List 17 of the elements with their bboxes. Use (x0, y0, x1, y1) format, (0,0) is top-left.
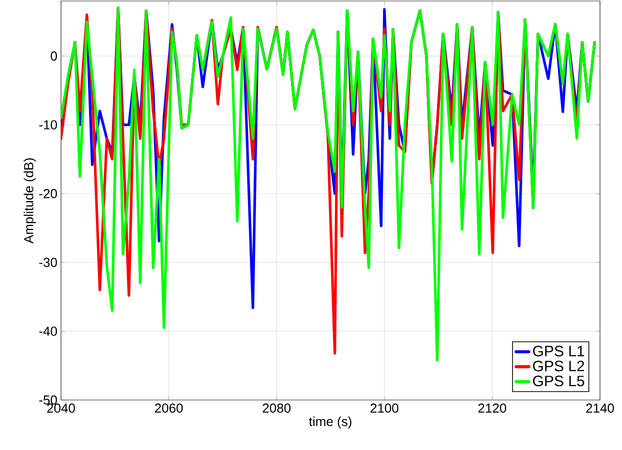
y-tick-label: -20 (39, 189, 57, 198)
x-tick-label: 2100 (370, 404, 398, 413)
x-axis-title: time (s) (309, 416, 352, 429)
y-tick-label: -50 (39, 395, 57, 405)
y-tick-label: -30 (39, 258, 57, 268)
y-tick-label: -40 (39, 326, 57, 336)
legend-label: GPS L5 (533, 376, 584, 386)
y-axis-title: Amplitude (dB) (24, 158, 36, 244)
x-tick-label: 2120 (478, 404, 506, 413)
x-tick-label: 2040 (47, 404, 75, 413)
y-tick-label: 0 (50, 51, 57, 61)
x-tick-label: 2060 (154, 404, 183, 413)
legend-label: GPS L1 (533, 346, 584, 356)
x-tick-label: 2140 (586, 404, 614, 413)
x-tick-label: 2080 (262, 404, 291, 413)
legend-label: GPS L2 (533, 360, 584, 372)
y-tick-label: -10 (39, 120, 57, 130)
